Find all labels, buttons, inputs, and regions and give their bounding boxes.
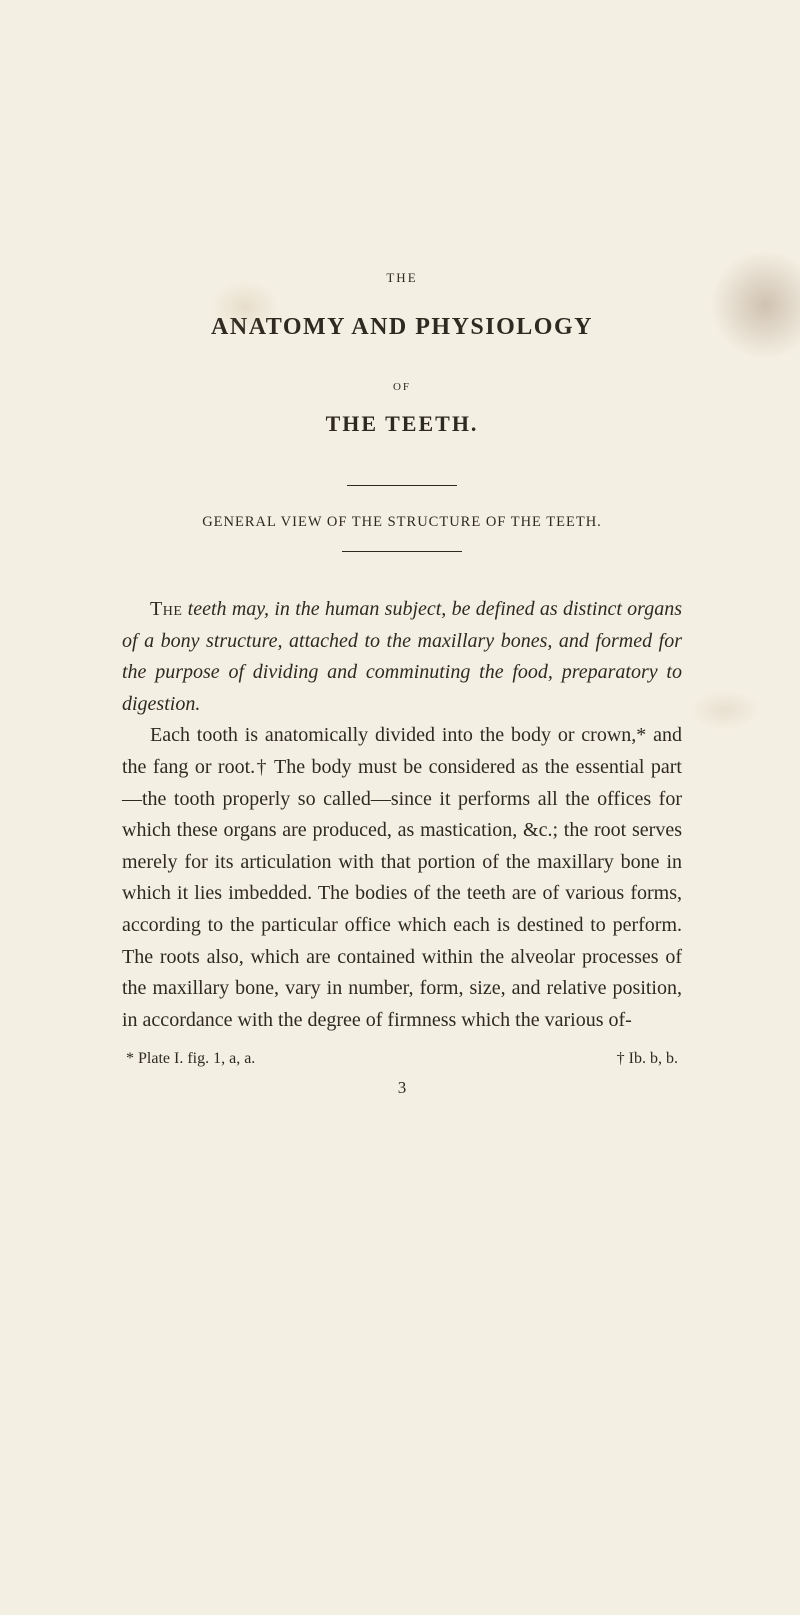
footnote-right: † Ib. b, b.	[617, 1050, 678, 1068]
heading-of: OF	[122, 381, 682, 393]
footnotes: * Plate I. fig. 1, a, a. † Ib. b, b.	[122, 1050, 682, 1068]
heading-subject: THE TEETH.	[122, 411, 682, 437]
body-text: The teeth may, in the human subject, be …	[122, 594, 682, 1036]
heading-the: THE	[122, 270, 682, 286]
paragraph: The teeth may, in the human subject, be …	[122, 594, 682, 720]
footnote-left: * Plate I. fig. 1, a, a.	[126, 1050, 255, 1068]
rule	[347, 485, 457, 486]
page: THE ANATOMY AND PHYSIOLOGY OF THE TEETH.…	[0, 270, 800, 1615]
paragraph-text: teeth may, in the human subject, be defi…	[122, 598, 682, 715]
paragraph: Each tooth is anatomically divided into …	[122, 720, 682, 1036]
lead-word: The	[150, 598, 182, 620]
rule	[342, 551, 462, 552]
paper-stain	[690, 690, 760, 730]
page-number: 3	[122, 1078, 682, 1098]
heading-title: ANATOMY AND PHYSIOLOGY	[122, 314, 682, 341]
paper-stain	[710, 250, 800, 360]
section-subhead: GENERAL VIEW OF THE STRUCTURE OF THE TEE…	[122, 514, 682, 531]
